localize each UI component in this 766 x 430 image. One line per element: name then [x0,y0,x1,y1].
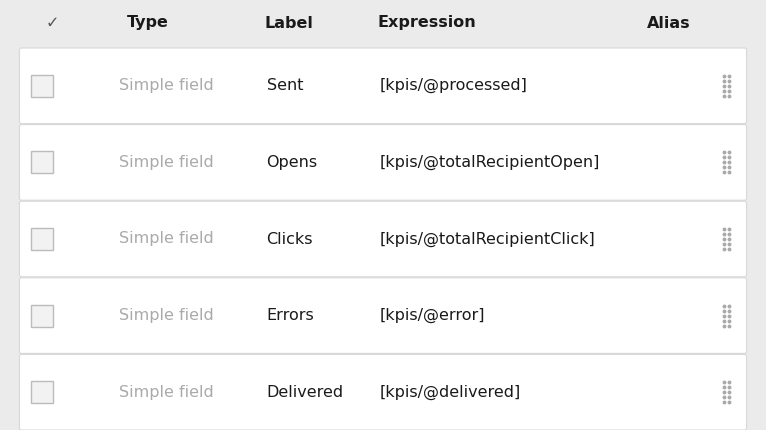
Text: Expression: Expression [378,15,476,31]
Text: [kpis/@processed]: [kpis/@processed] [379,78,527,93]
Text: Sent: Sent [267,78,303,93]
Bar [31,228,53,250]
Text: [kpis/@totalRecipientClick]: [kpis/@totalRecipientClick] [379,231,595,246]
Text: Errors: Errors [267,308,314,323]
Text: Simple field: Simple field [119,385,214,400]
FancyBboxPatch shape [19,201,747,277]
Text: Simple field: Simple field [119,78,214,93]
Text: Delivered: Delivered [267,385,344,400]
Text: Label: Label [264,15,313,31]
Bar [31,75,53,97]
Text: [kpis/@delivered]: [kpis/@delivered] [379,384,520,400]
Text: Type: Type [126,15,169,31]
Text: Simple field: Simple field [119,308,214,323]
FancyBboxPatch shape [19,278,747,353]
Text: Opens: Opens [267,155,318,170]
Text: Clicks: Clicks [267,231,313,246]
Bar [31,381,53,403]
Text: Alias: Alias [647,15,691,31]
Text: [kpis/@totalRecipientOpen]: [kpis/@totalRecipientOpen] [379,155,600,170]
Bar [31,304,53,327]
Text: ✓: ✓ [45,15,59,31]
Bar [31,151,53,173]
FancyBboxPatch shape [19,354,747,430]
Text: Simple field: Simple field [119,155,214,170]
Text: [kpis/@error]: [kpis/@error] [379,308,485,323]
Text: Simple field: Simple field [119,231,214,246]
FancyBboxPatch shape [19,48,747,123]
FancyBboxPatch shape [19,125,747,200]
